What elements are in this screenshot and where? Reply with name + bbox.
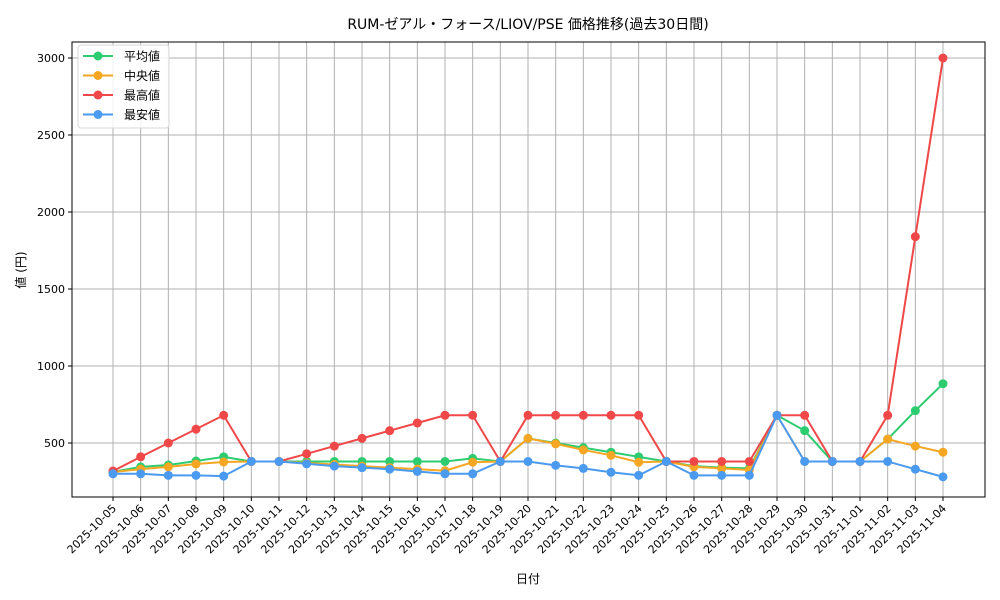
- data-point: [163, 438, 173, 448]
- data-point: [523, 410, 533, 420]
- y-tick-label: 1000: [37, 360, 65, 373]
- data-point: [800, 426, 810, 436]
- data-point: [302, 449, 312, 459]
- legend-label: 最高値: [124, 88, 160, 103]
- data-point: [551, 439, 561, 449]
- data-point: [938, 472, 948, 482]
- data-point: [523, 433, 533, 443]
- y-axis-label: 値 (円): [13, 251, 28, 288]
- data-point: [717, 456, 727, 466]
- legend-label: 中央値: [124, 68, 160, 83]
- data-point: [412, 456, 422, 466]
- legend-box: [77, 44, 170, 129]
- legend-label: 最安値: [124, 107, 160, 122]
- x-axis-ticks: 2025-10-052025-10-062025-10-072025-10-08…: [65, 497, 949, 556]
- data-point: [938, 53, 948, 63]
- data-point: [578, 410, 588, 420]
- data-point: [468, 457, 478, 467]
- legend-marker-icon: [93, 51, 103, 61]
- data-point: [634, 457, 644, 467]
- data-point: [191, 424, 201, 434]
- data-point: [219, 410, 229, 420]
- data-point: [440, 469, 450, 479]
- data-point: [855, 456, 865, 466]
- data-point: [440, 456, 450, 466]
- y-tick-label: 1500: [37, 283, 65, 296]
- data-point: [883, 410, 893, 420]
- data-point: [606, 450, 616, 460]
- data-point: [468, 469, 478, 479]
- data-point: [551, 410, 561, 420]
- data-point: [357, 433, 367, 443]
- data-point: [910, 406, 920, 416]
- data-point: [606, 410, 616, 420]
- data-point: [191, 470, 201, 480]
- data-point: [744, 470, 754, 480]
- data-point: [938, 447, 948, 457]
- data-point: [246, 456, 256, 466]
- data-point: [385, 464, 395, 474]
- chart-title: RUM-ゼアル・フォース/LIOV/PSE 価格推移(過去30日間): [347, 17, 708, 33]
- data-point: [136, 469, 146, 479]
- data-point: [910, 441, 920, 451]
- data-point: [412, 466, 422, 476]
- data-point: [827, 456, 837, 466]
- data-point: [883, 456, 893, 466]
- grid-lines: [72, 42, 985, 497]
- data-point: [274, 456, 284, 466]
- data-point: [938, 379, 948, 389]
- data-point: [744, 456, 754, 466]
- data-point: [468, 410, 478, 420]
- data-point: [136, 452, 146, 462]
- data-point: [689, 470, 699, 480]
- data-point: [578, 463, 588, 473]
- legend-label: 平均値: [124, 49, 160, 64]
- data-point: [329, 441, 339, 451]
- y-axis-ticks: 500 1000 1500 2000 2500 3000: [37, 52, 72, 450]
- data-point: [412, 418, 422, 428]
- data-point: [910, 232, 920, 242]
- data-point: [385, 426, 395, 436]
- data-point: [634, 470, 644, 480]
- data-point: [523, 456, 533, 466]
- y-tick-label: 2500: [37, 129, 65, 142]
- y-tick-label: 500: [44, 437, 65, 450]
- data-point: [883, 434, 893, 444]
- data-point: [717, 463, 727, 473]
- data-point: [634, 410, 644, 420]
- data-point: [163, 462, 173, 472]
- data-point: [219, 471, 229, 481]
- data-point: [219, 457, 229, 467]
- series-layer: [108, 53, 948, 482]
- x-axis-label: 日付: [516, 572, 540, 586]
- data-point: [800, 410, 810, 420]
- data-point: [717, 470, 727, 480]
- data-point: [551, 460, 561, 470]
- data-point: [661, 456, 671, 466]
- data-point: [357, 463, 367, 473]
- series-最安値: [108, 410, 948, 482]
- data-point: [800, 456, 810, 466]
- legend-marker-icon: [93, 71, 103, 80]
- data-point: [108, 469, 118, 479]
- data-point: [689, 456, 699, 466]
- data-point: [606, 467, 616, 477]
- data-point: [302, 459, 312, 469]
- y-tick-label: 2000: [37, 206, 65, 219]
- data-point: [191, 459, 201, 469]
- legend-marker-icon: [93, 110, 103, 119]
- data-point: [772, 410, 782, 420]
- data-point: [910, 464, 920, 474]
- data-point: [495, 456, 505, 466]
- y-tick-label: 3000: [37, 52, 65, 65]
- data-point: [440, 410, 450, 420]
- data-point: [163, 470, 173, 480]
- data-point: [578, 445, 588, 455]
- data-point: [329, 461, 339, 471]
- legend-marker-icon: [93, 90, 103, 100]
- data-point: [385, 456, 395, 466]
